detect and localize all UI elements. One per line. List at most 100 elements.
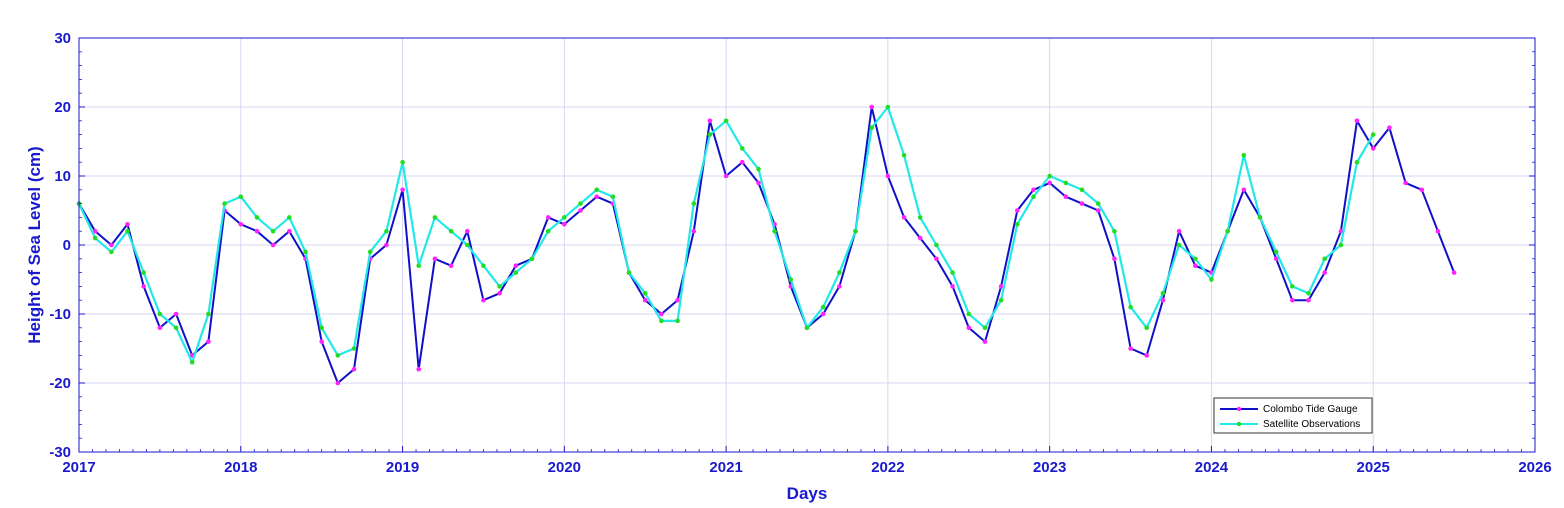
data-point-satellite-observations (335, 353, 341, 358)
data-point-colombo-tide-gauge (869, 104, 874, 110)
data-point-colombo-tide-gauge (432, 256, 438, 262)
data-point-colombo-tide-gauge (448, 263, 454, 269)
data-point-satellite-observations (109, 249, 114, 255)
data-point-satellite-observations (998, 297, 1004, 303)
data-point-colombo-tide-gauge (1354, 118, 1360, 124)
legend-label-colombo-tide-gauge: Colombo Tide Gauge (1263, 404, 1358, 415)
data-point-satellite-observations (691, 201, 697, 206)
data-point-satellite-observations (578, 201, 583, 206)
data-point-satellite-observations (1354, 159, 1360, 165)
data-point-satellite-observations (384, 228, 389, 234)
data-point-colombo-tide-gauge (1095, 208, 1101, 213)
x-tick-label: 2017 (62, 459, 95, 476)
y-axis-title: Height of Sea Level (cm) (25, 146, 44, 343)
data-point-satellite-observations (206, 311, 211, 317)
data-point-colombo-tide-gauge (497, 291, 502, 296)
data-point-colombo-tide-gauge (254, 228, 260, 234)
data-point-colombo-tide-gauge (270, 242, 276, 248)
data-point-satellite-observations (675, 318, 680, 324)
y-tick-label: 10 (54, 168, 71, 185)
data-point-satellite-observations (901, 153, 907, 158)
data-point-satellite-observations (1079, 187, 1085, 193)
data-point-colombo-tide-gauge (109, 242, 114, 248)
data-point-satellite-observations (513, 270, 519, 275)
data-point-satellite-observations (1160, 291, 1166, 296)
data-point-satellite-observations (966, 311, 972, 317)
data-point-colombo-tide-gauge (934, 256, 939, 262)
data-point-colombo-tide-gauge (173, 311, 179, 317)
data-point-satellite-observations (465, 242, 470, 248)
data-point-colombo-tide-gauge (465, 228, 470, 234)
x-tick-label: 2026 (1518, 459, 1551, 476)
data-point-satellite-observations (934, 242, 939, 248)
data-point-satellite-observations (157, 311, 163, 317)
data-point-satellite-observations (92, 235, 98, 241)
y-tick-label: 20 (54, 99, 71, 116)
x-tick-label: 2020 (548, 459, 581, 476)
data-point-colombo-tide-gauge (92, 228, 98, 234)
x-tick-label: 2022 (871, 459, 904, 476)
data-point-satellite-observations (659, 318, 664, 324)
data-point-colombo-tide-gauge (707, 118, 713, 124)
ticks: 2017 2018 2019 2020 2021 2022 2023 2024 2025 2026… (49, 30, 1551, 476)
data-point-satellite-observations (788, 277, 794, 282)
data-point-satellite-observations (319, 325, 325, 331)
x-tick-label: 2025 (1357, 459, 1390, 476)
data-point-satellite-observations (594, 187, 599, 193)
data-point-colombo-tide-gauge (1063, 194, 1069, 199)
data-point-colombo-tide-gauge (594, 194, 599, 199)
data-point-colombo-tide-gauge (756, 180, 761, 186)
data-point-colombo-tide-gauge (1419, 187, 1425, 193)
data-point-satellite-observations (610, 194, 616, 199)
data-point-colombo-tide-gauge (125, 222, 130, 227)
data-point-colombo-tide-gauge (659, 311, 664, 317)
data-point-colombo-tide-gauge (723, 173, 729, 179)
data-point-satellite-observations (837, 270, 842, 275)
data-point-colombo-tide-gauge (917, 235, 923, 241)
data-point-colombo-tide-gauge (1306, 297, 1311, 303)
data-point-colombo-tide-gauge (1144, 353, 1149, 358)
legend-label-satellite-observations: Satellite Observations (1263, 419, 1360, 430)
data-point-colombo-tide-gauge (157, 325, 163, 331)
data-point-satellite-observations (173, 325, 179, 331)
data-point-satellite-observations (1015, 222, 1020, 227)
data-point-satellite-observations (723, 118, 729, 124)
data-point-satellite-observations (529, 256, 535, 262)
data-point-colombo-tide-gauge (287, 228, 292, 234)
data-point-colombo-tide-gauge (885, 173, 891, 179)
data-point-colombo-tide-gauge (335, 380, 341, 386)
data-point-satellite-observations (820, 304, 826, 310)
data-point-satellite-observations (432, 215, 438, 220)
data-point-colombo-tide-gauge (1241, 187, 1247, 193)
x-axis-title: Days (787, 484, 828, 503)
data-point-satellite-observations (950, 270, 955, 275)
data-point-satellite-observations (189, 360, 195, 365)
data-point-colombo-tide-gauge (562, 222, 567, 227)
series-layer (76, 104, 1457, 386)
data-point-colombo-tide-gauge (351, 366, 357, 372)
data-point-satellite-observations (1322, 256, 1327, 262)
x-tick-label: 2019 (386, 459, 419, 476)
data-point-colombo-tide-gauge (1112, 256, 1117, 262)
data-point-satellite-observations (1031, 194, 1036, 199)
data-point-colombo-tide-gauge (950, 284, 955, 289)
data-point-satellite-observations (642, 291, 648, 296)
data-point-colombo-tide-gauge (545, 215, 551, 220)
data-point-satellite-observations (222, 201, 227, 206)
data-point-satellite-observations (885, 104, 891, 110)
data-point-satellite-observations (287, 215, 292, 220)
x-tick-label: 2018 (224, 459, 257, 476)
y-tick-label: -30 (49, 444, 71, 461)
data-point-colombo-tide-gauge (1387, 125, 1392, 130)
data-point-satellite-observations (626, 270, 632, 275)
data-point-satellite-observations (238, 194, 244, 199)
data-point-colombo-tide-gauge (642, 297, 648, 303)
data-point-satellite-observations (740, 146, 745, 151)
data-point-colombo-tide-gauge (1338, 228, 1344, 234)
data-point-colombo-tide-gauge (998, 284, 1004, 289)
data-point-colombo-tide-gauge (416, 366, 422, 372)
data-point-colombo-tide-gauge (1370, 146, 1376, 151)
data-point-colombo-tide-gauge (820, 311, 826, 317)
data-point-colombo-tide-gauge (1160, 297, 1166, 303)
